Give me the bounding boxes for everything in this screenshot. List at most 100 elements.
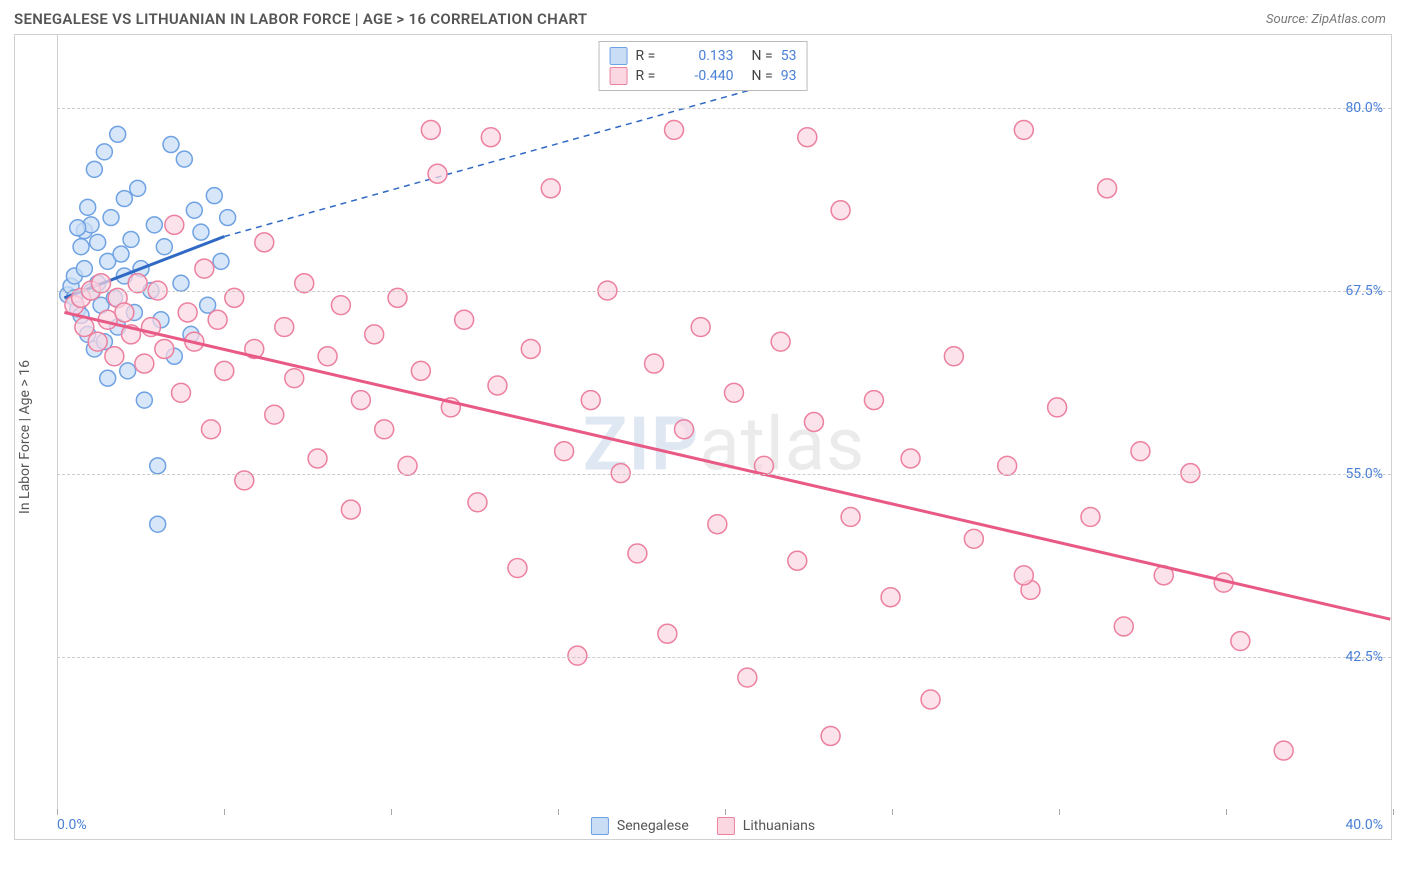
data-point (70, 220, 86, 236)
legend-r-label: R = (636, 68, 666, 84)
data-point (521, 340, 540, 359)
data-point (738, 668, 757, 687)
data-point (186, 202, 202, 218)
data-point (628, 544, 647, 563)
source-citation: Source: ZipAtlas.com (1266, 12, 1386, 27)
data-point (675, 420, 694, 439)
data-point (103, 210, 119, 226)
chart-title: SENEGALESE VS LITHUANIAN IN LABOR FORCE … (14, 10, 587, 28)
legend-r-label: R = (636, 48, 666, 64)
data-point (821, 727, 840, 746)
data-point (665, 120, 684, 139)
gridline (57, 474, 1391, 475)
data-point (708, 515, 727, 534)
data-point (568, 646, 587, 665)
legend-item: Lithuanians (717, 817, 815, 835)
x-tick-mark (1226, 809, 1227, 815)
data-point (176, 151, 192, 167)
data-point (468, 493, 487, 512)
legend-n-label: N = (752, 68, 773, 84)
data-point (421, 120, 440, 139)
data-point (285, 369, 304, 388)
data-point (295, 274, 314, 293)
data-point (1131, 442, 1150, 461)
legend-item: Senegalese (591, 817, 689, 835)
data-point (964, 529, 983, 548)
legend-r-value: -0.440 (674, 68, 734, 84)
data-point (265, 405, 284, 424)
data-point (195, 259, 214, 278)
data-point (255, 233, 274, 252)
data-point (798, 128, 817, 147)
chart-container: In Labor Force | Age > 16 ZIPatlas 42.5%… (14, 34, 1392, 840)
data-point (1231, 632, 1250, 651)
data-point (1098, 179, 1117, 198)
data-point (1014, 566, 1033, 585)
data-point (165, 215, 184, 234)
data-point (581, 391, 600, 410)
data-point (921, 690, 940, 709)
data-point (220, 210, 236, 226)
data-point (1114, 617, 1133, 636)
data-point (172, 383, 191, 402)
x-tick-mark (1393, 809, 1394, 815)
data-point (831, 201, 850, 220)
x-axis-max-label: 40.0% (1345, 817, 1383, 833)
gridline (57, 657, 1391, 658)
data-point (105, 347, 124, 366)
data-point (901, 449, 920, 468)
x-tick-mark (1059, 809, 1060, 815)
data-point (213, 253, 229, 269)
data-point (100, 370, 116, 386)
y-tick-label: 42.5% (1345, 649, 1383, 665)
legend-swatch (717, 817, 735, 835)
legend-row: R = -0.440 N = 93 (610, 66, 797, 86)
x-tick-mark (391, 809, 392, 815)
data-point (725, 383, 744, 402)
data-point (150, 458, 166, 474)
x-tick-mark (224, 809, 225, 815)
data-point (163, 137, 179, 153)
legend-n-value: 53 (781, 48, 797, 64)
scatter-svg (57, 35, 1391, 809)
data-point (135, 354, 154, 373)
data-point (841, 507, 860, 526)
legend-n-label: N = (752, 48, 773, 64)
legend-row: R =0.133N = 53 (610, 46, 797, 66)
data-point (110, 126, 126, 142)
legend-n-value: 93 (781, 68, 797, 84)
data-point (146, 217, 162, 233)
correlation-legend: R =0.133N = 53R =-0.440N = 93 (599, 41, 808, 91)
gridline (57, 291, 1391, 292)
data-point (771, 332, 790, 351)
data-point (73, 239, 89, 255)
data-point (86, 161, 102, 177)
data-point (365, 325, 384, 344)
data-point (75, 318, 94, 337)
x-tick-mark (558, 809, 559, 815)
data-point (351, 391, 370, 410)
x-tick-mark (892, 809, 893, 815)
legend-label: Senegalese (617, 818, 689, 834)
data-point (123, 231, 139, 247)
data-point (201, 420, 220, 439)
data-point (331, 296, 350, 315)
chart-header: SENEGALESE VS LITHUANIAN IN LABOR FORCE … (0, 0, 1406, 34)
data-point (541, 179, 560, 198)
data-point (788, 551, 807, 570)
data-point (881, 588, 900, 607)
legend-swatch (591, 817, 609, 835)
data-point (113, 246, 129, 262)
data-point (318, 347, 337, 366)
y-axis-label: In Labor Force | Age > 16 (17, 360, 33, 514)
data-point (215, 361, 234, 380)
data-point (90, 234, 106, 250)
data-point (658, 624, 677, 643)
data-point (341, 500, 360, 519)
data-point (1048, 398, 1067, 417)
x-tick-mark (57, 809, 58, 815)
data-point (156, 239, 172, 255)
data-point (92, 274, 111, 293)
data-point (1081, 507, 1100, 526)
data-point (275, 318, 294, 337)
